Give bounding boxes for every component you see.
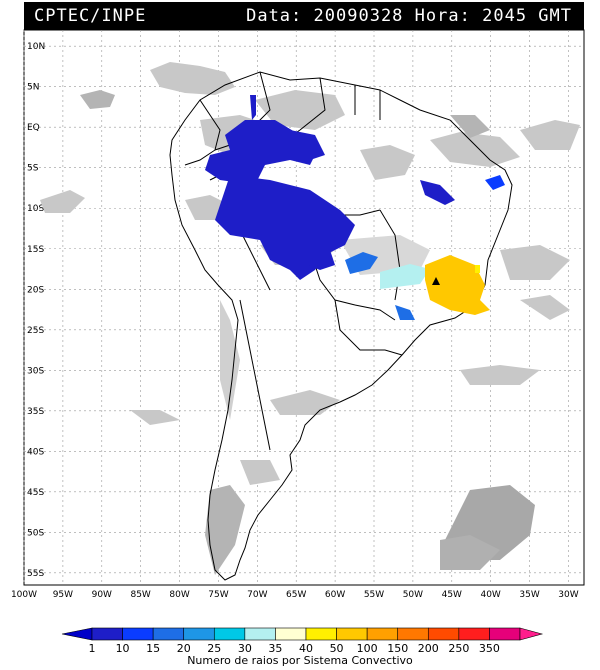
lon-label: 60W <box>325 590 345 600</box>
colorbar-swatch <box>183 627 215 641</box>
timestamp: Data: 20090328 Hora: 2045 GMT <box>246 6 572 26</box>
colorbar-swatch <box>427 627 460 641</box>
colorbar-label: 1 <box>89 642 96 655</box>
graticule: 10N 5N EQ 5S 10S 15S 20S 25S 30S 35S 40S 45S 50S 55S 1… <box>11 30 584 600</box>
colorbar-swatch <box>397 627 429 641</box>
colorbar-swatch <box>489 627 521 641</box>
colorbar-label: 25 <box>207 642 221 655</box>
lon-label: 75W <box>208 590 228 600</box>
colorbar-swatch <box>336 627 368 641</box>
lat-label: 25S <box>27 326 44 336</box>
lat-label: 40S <box>27 447 44 457</box>
lat-label: 50S <box>27 528 44 538</box>
source-label: CPTEC/INPE <box>34 6 147 26</box>
colorbar-swatch <box>366 627 399 641</box>
colorbar-arrow-right <box>519 627 544 641</box>
colorbar-label: 200 <box>418 642 439 655</box>
colorbar-label: 15 <box>146 642 160 655</box>
lon-label: 70W <box>247 590 267 600</box>
lat-label: 5S <box>27 164 39 174</box>
colorbar-label: 20 <box>177 642 191 655</box>
lon-label: 100W <box>11 590 37 600</box>
convective-systems <box>205 95 505 320</box>
lon-label: 50W <box>403 590 423 600</box>
lat-label: 10S <box>27 204 44 214</box>
lon-label: 95W <box>53 590 73 600</box>
colorbar-swatch <box>213 627 246 641</box>
lat-label: 55S <box>27 569 44 579</box>
colorbar-label: 250 <box>448 642 469 655</box>
date-value: 20090328 <box>313 6 404 26</box>
lon-label: 30W <box>558 590 578 600</box>
lon-label: 80W <box>169 590 189 600</box>
lat-label: 20S <box>27 285 44 295</box>
lon-label: 55W <box>364 590 384 600</box>
lat-label: 10N <box>27 42 45 52</box>
time-label: Hora: <box>414 6 471 26</box>
lat-label: 45S <box>27 488 44 498</box>
colorbar-label: 35 <box>268 642 282 655</box>
lon-label: 45W <box>442 590 462 600</box>
colorbar-label: 100 <box>357 642 378 655</box>
lat-label: 5N <box>27 83 39 93</box>
colorbar-swatch <box>275 627 307 641</box>
lon-label: 85W <box>130 590 150 600</box>
time-value: 2045 GMT <box>482 6 572 26</box>
lat-label: 30S <box>27 366 44 376</box>
lon-label: 90W <box>92 590 112 600</box>
lon-label: 65W <box>286 590 306 600</box>
colorbar-swatch <box>91 627 123 641</box>
title-bar: CPTEC/INPE Data: 20090328 Hora: 2045 GMT <box>24 2 584 30</box>
lat-label: 35S <box>27 407 44 417</box>
colorbar-swatch <box>152 627 185 641</box>
colorbar-label: 40 <box>299 642 313 655</box>
colorbar-swatch <box>305 627 337 641</box>
colorbar-swatch <box>458 627 490 641</box>
colorbar-label: 150 <box>387 642 408 655</box>
lon-label: 35W <box>519 590 539 600</box>
colorbar-label: 30 <box>238 642 252 655</box>
colorbar-swatch <box>122 627 154 641</box>
colorbar-arrow-left <box>61 627 93 641</box>
lon-label: 40W <box>480 590 500 600</box>
colorbar-label: 350 <box>479 642 500 655</box>
colorbar-label: 10 <box>116 642 130 655</box>
date-label: Data: <box>246 6 303 26</box>
lat-label: EQ <box>27 123 40 133</box>
colorbar-title: Numero de raios por Sistema Convectivo <box>187 654 413 667</box>
colorbar-label: 50 <box>330 642 344 655</box>
colorbar: 1 10 15 20 25 30 35 40 50 100 150 200 250 350 <box>61 627 544 655</box>
colorbar-swatch <box>244 627 276 641</box>
lat-label: 15S <box>27 245 44 255</box>
